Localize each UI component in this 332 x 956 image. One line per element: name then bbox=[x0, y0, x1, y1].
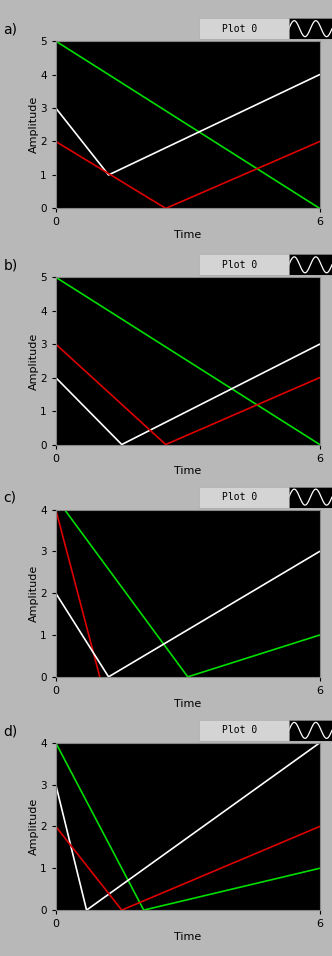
X-axis label: Time: Time bbox=[174, 699, 202, 708]
X-axis label: Time: Time bbox=[174, 467, 202, 476]
Y-axis label: Amplitude: Amplitude bbox=[29, 333, 39, 389]
Text: Plot 0: Plot 0 bbox=[222, 726, 257, 735]
Text: Plot 0: Plot 0 bbox=[222, 260, 257, 270]
Text: Plot 0: Plot 0 bbox=[222, 24, 257, 33]
Text: Plot 0: Plot 0 bbox=[222, 492, 257, 502]
Y-axis label: Amplitude: Amplitude bbox=[29, 565, 39, 621]
Text: d): d) bbox=[3, 724, 18, 738]
Text: b): b) bbox=[3, 258, 18, 272]
Text: a): a) bbox=[3, 22, 17, 36]
Y-axis label: Amplitude: Amplitude bbox=[29, 97, 39, 153]
Y-axis label: Amplitude: Amplitude bbox=[29, 798, 39, 855]
X-axis label: Time: Time bbox=[174, 230, 202, 240]
Text: c): c) bbox=[3, 490, 16, 505]
X-axis label: Time: Time bbox=[174, 932, 202, 942]
